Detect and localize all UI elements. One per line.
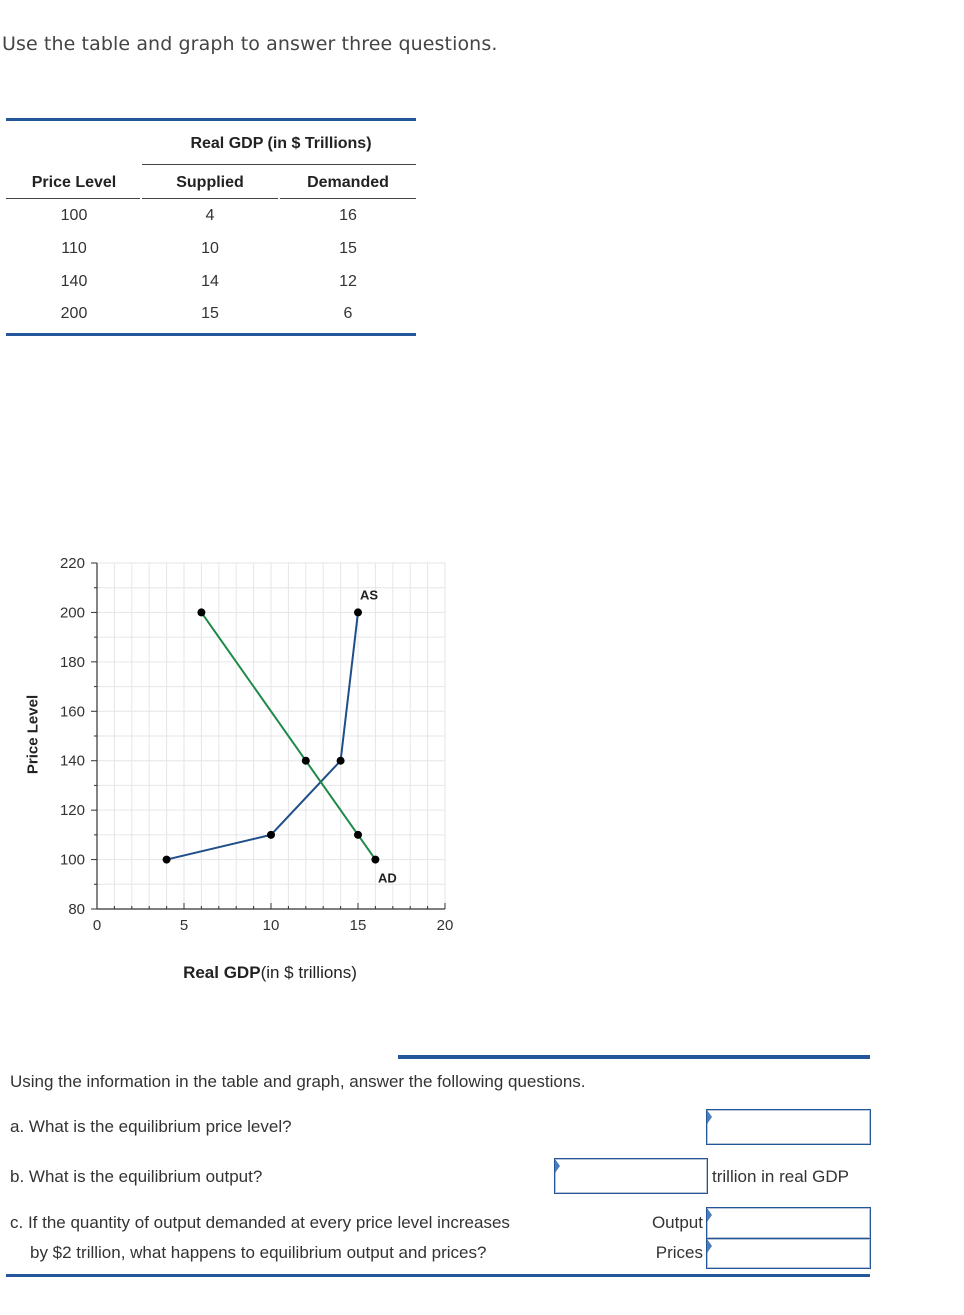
equilibrium-output-input[interactable] — [554, 1158, 708, 1194]
x-tick-label: 20 — [437, 917, 454, 934]
col-rule-3 — [280, 198, 416, 199]
cell-demanded: 16 — [339, 207, 357, 224]
table-top-rule — [6, 118, 416, 121]
chart-series: AS AD — [162, 587, 397, 886]
x-tick-label: 10 — [263, 917, 280, 934]
data-point-as — [336, 756, 345, 765]
questions-bottom-rule — [6, 1274, 870, 1277]
y-tick-label: 100 — [60, 852, 85, 869]
intro-text: Use the table and graph to answer three … — [2, 33, 498, 55]
cell-price: 110 — [61, 240, 87, 257]
x-tick-label: 0 — [93, 917, 101, 934]
cell-demanded: 6 — [343, 305, 353, 322]
output-change-field[interactable] — [707, 1208, 870, 1238]
questions-intro: Using the information in the table and g… — [10, 1072, 586, 1091]
y-tick-label: 220 — [60, 555, 85, 572]
table-bottom-rule — [6, 333, 416, 336]
col-header-demanded: Demanded — [307, 174, 389, 191]
cell-supplied: 10 — [201, 240, 219, 257]
data-point-ad — [301, 756, 310, 765]
question-b-suffix: trillion in real GDP — [712, 1167, 849, 1186]
x-tick-label: 5 — [180, 917, 188, 934]
dropdown-indicator-icon — [555, 1159, 560, 1173]
y-tick-label: 140 — [60, 753, 85, 770]
col-rule-2 — [142, 198, 278, 199]
data-point-ad — [197, 608, 206, 617]
y-tick-label: 160 — [60, 703, 85, 720]
dropdown-indicator-icon — [707, 1208, 712, 1222]
series-line-as — [166, 612, 359, 861]
cell-supplied: 14 — [201, 273, 219, 290]
data-point-as — [162, 855, 171, 864]
question-c-line1: c. If the quantity of output demanded at… — [10, 1213, 510, 1232]
equilibrium-output-field[interactable] — [555, 1159, 707, 1193]
y-axis-title: Price Level — [24, 694, 42, 775]
prices-change-field[interactable] — [707, 1239, 870, 1268]
cell-price: 100 — [60, 207, 88, 224]
series-line-ad — [200, 611, 377, 861]
col-header-price-level: Price Level — [31, 174, 117, 191]
y-tick-label: 200 — [60, 604, 85, 621]
cell-price: 140 — [60, 273, 88, 290]
x-axis-title-bold: Real GDP — [183, 963, 261, 982]
curve-label-as: AS — [360, 587, 378, 602]
col-header-supplied: Supplied — [176, 174, 244, 191]
dropdown-indicator-icon — [707, 1239, 712, 1253]
chart-grid — [97, 562, 446, 909]
as-ad-chart: 80 100 120 140 160 180 200 220 0 5 10 15 20 AS AD — [60, 555, 453, 934]
data-point-as — [267, 830, 275, 839]
y-tick-label: 180 — [60, 654, 85, 671]
cell-supplied: 4 — [205, 207, 215, 224]
output-label: Output — [651, 1213, 703, 1232]
dropdown-indicator-icon — [707, 1110, 712, 1124]
curve-label-ad: AD — [378, 871, 397, 886]
col-rule-1 — [6, 198, 140, 199]
table-group-header: Real GDP (in $ Trillions) — [190, 135, 372, 152]
cell-demanded: 15 — [339, 240, 357, 257]
chart-axes: 80 100 120 140 160 180 200 220 0 5 10 15 20 — [60, 555, 453, 934]
cell-supplied: 15 — [201, 305, 219, 322]
x-axis-title-rest: (in $ trillions) — [260, 963, 357, 982]
group-header-rule — [142, 164, 416, 165]
x-axis-title: Real GDP(in $ trillions) — [0, 963, 540, 983]
prices-change-input[interactable] — [706, 1238, 871, 1269]
x-tick-label: 15 — [350, 917, 367, 934]
data-point-ad — [354, 830, 362, 839]
cell-demanded: 12 — [339, 273, 357, 290]
question-c-line2: by $2 trillion, what happens to equilibr… — [30, 1243, 487, 1262]
prices-label: Prices — [655, 1243, 703, 1262]
question-a: a. What is the equilibrium price level? — [10, 1117, 292, 1136]
cell-price: 200 — [60, 305, 88, 322]
questions-top-rule — [398, 1055, 870, 1059]
data-point-as — [354, 608, 362, 617]
data-point-ad — [371, 855, 380, 864]
equilibrium-price-field[interactable] — [707, 1110, 870, 1144]
y-tick-label: 80 — [68, 901, 85, 918]
y-tick-label: 120 — [60, 802, 85, 819]
output-change-input[interactable] — [706, 1207, 871, 1239]
question-b: b. What is the equilibrium output? — [10, 1167, 263, 1186]
equilibrium-price-input[interactable] — [706, 1109, 871, 1145]
